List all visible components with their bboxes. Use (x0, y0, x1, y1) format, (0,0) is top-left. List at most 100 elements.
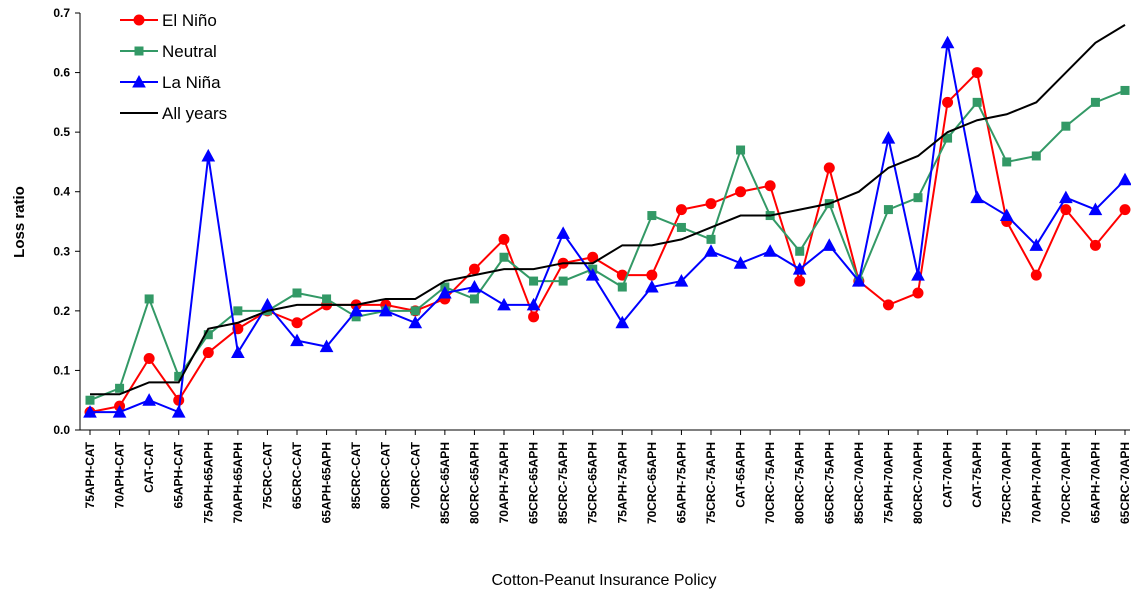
x-tick-label: 65APH-CAT (172, 441, 186, 508)
point (1002, 157, 1012, 167)
point (795, 246, 805, 256)
x-tick-label: 70APH-CAT (113, 441, 127, 508)
x-tick-label: 75CRC-65APH (586, 442, 600, 524)
point (999, 208, 1014, 222)
point (735, 186, 747, 198)
x-tick-label: 75APH-75APH (615, 442, 629, 523)
point (529, 276, 539, 286)
point (201, 148, 216, 162)
point (115, 383, 125, 393)
point (646, 269, 658, 281)
point (764, 180, 776, 192)
x-tick-label: 75APH-70APH (881, 442, 895, 523)
point (133, 14, 145, 26)
point (378, 303, 393, 317)
point (134, 46, 144, 56)
y-tick-label: 0.3 (53, 244, 70, 258)
legend-label: El Niño (162, 11, 217, 30)
series-line (90, 24, 1126, 396)
point (942, 96, 954, 108)
point (971, 67, 983, 79)
point (911, 268, 925, 281)
x-tick-label: 65CRC-70APH (1118, 442, 1131, 524)
point (231, 345, 245, 359)
x-tick-label: 80CRC-70APH (911, 442, 925, 524)
x-tick-label: 70CRC-CAT (408, 441, 422, 509)
x-tick-label: CAT-70APH (941, 442, 955, 508)
point (763, 244, 777, 257)
x-axis-title: Cotton-Peanut Insurance Policy (491, 572, 716, 589)
point (260, 297, 275, 311)
x-tick-label: 85CRC-70APH (852, 442, 866, 524)
point (792, 262, 807, 275)
point (736, 145, 746, 155)
x-tick-label: 85CRC-75APH (556, 442, 570, 524)
point (733, 256, 748, 269)
point (823, 162, 835, 174)
point (676, 222, 686, 232)
point (1120, 85, 1130, 95)
point (410, 306, 420, 316)
point (852, 274, 866, 287)
point (822, 238, 837, 251)
point (292, 288, 302, 298)
point (556, 226, 570, 239)
point (1029, 238, 1044, 251)
point (408, 315, 423, 329)
x-tick-label: 70CRC-65APH (645, 442, 659, 524)
point (85, 395, 95, 405)
series-line (90, 42, 1126, 414)
point (142, 393, 156, 406)
y-tick-label: 0.5 (53, 125, 70, 139)
x-tick-label: 70APH-65APH (231, 442, 245, 523)
y-tick-label: 0.0 (53, 423, 70, 437)
point (349, 303, 363, 317)
point (1059, 190, 1073, 204)
point (1030, 269, 1042, 281)
point (290, 333, 304, 347)
point (704, 244, 718, 257)
point (585, 268, 600, 281)
x-tick-label: 70APH-75APH (497, 442, 511, 523)
point (675, 204, 687, 216)
point (233, 306, 243, 316)
point (528, 311, 540, 323)
point (1118, 172, 1131, 186)
point (882, 299, 894, 311)
point (881, 131, 896, 144)
point (468, 263, 480, 275)
point (132, 74, 146, 88)
x-tick-label: CAT-75APH (970, 442, 984, 508)
x-tick-label: 70CRC-70APH (1059, 442, 1073, 524)
x-tick-label: 65CRC-65APH (527, 442, 541, 524)
x-tick-label: 85CRC-65APH (438, 442, 452, 524)
x-tick-label: CAT-CAT (142, 441, 156, 493)
y-tick-label: 0.2 (53, 304, 70, 318)
x-tick-label: CAT-65APH (734, 442, 748, 508)
point (499, 252, 509, 262)
point (83, 405, 97, 418)
point (438, 285, 452, 299)
x-tick-label: 80CRC-65APH (467, 442, 481, 524)
series-line (89, 89, 1126, 402)
x-tick-label: 65APH-70APH (1088, 442, 1102, 523)
point (526, 297, 541, 311)
point (970, 190, 984, 204)
point (615, 315, 630, 329)
legend-label: Neutral (162, 42, 217, 61)
x-tick-label: 65APH-65APH (320, 442, 334, 523)
x-tick-label: 80CRC-75APH (793, 442, 807, 524)
point (705, 198, 717, 210)
x-tick-label: 75CRC-CAT (260, 441, 274, 509)
point (647, 211, 657, 221)
point (202, 347, 214, 359)
point (112, 405, 127, 418)
y-tick-label: 0.7 (53, 6, 70, 20)
point (940, 35, 955, 49)
point (1031, 151, 1041, 161)
point (144, 294, 154, 304)
point (913, 193, 923, 203)
point (467, 279, 482, 293)
point (617, 282, 627, 292)
